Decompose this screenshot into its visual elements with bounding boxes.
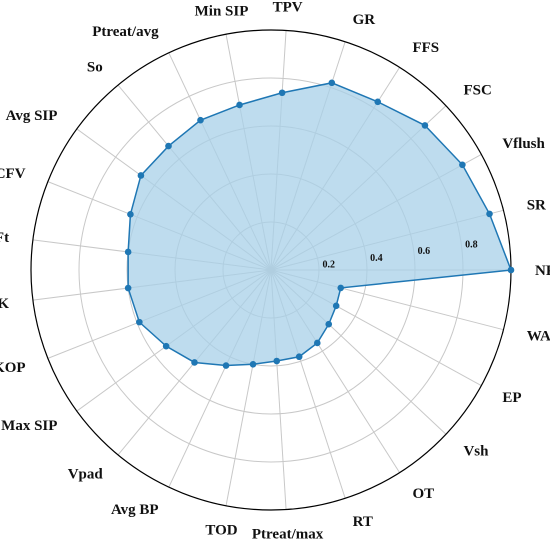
- axis-label-ffs: FFS: [412, 40, 439, 56]
- tick-label-0-2: 0.2: [323, 259, 336, 270]
- data-point-tcfv: [127, 211, 134, 218]
- data-point-ep: [332, 302, 340, 310]
- data-point-npt: [507, 266, 515, 274]
- data-point-kop: [136, 318, 143, 326]
- axis-label-vpad: Vpad: [68, 466, 104, 482]
- axis-label-tcfv: TCFV: [0, 166, 26, 182]
- data-point-tod: [249, 360, 257, 368]
- data-point-gr: [328, 79, 336, 87]
- axis-label-so: So: [87, 60, 103, 76]
- radar-series: [124, 79, 515, 369]
- axis-label-max-sip: Max SIP: [1, 418, 57, 434]
- data-point-so: [165, 142, 172, 150]
- data-point-ot: [313, 339, 321, 347]
- axis-label-min-sip: Min SIP: [195, 4, 249, 20]
- data-point-max-sip: [162, 342, 170, 350]
- data-point-fsc: [421, 122, 429, 129]
- series-area: [127, 82, 513, 367]
- axis-label-vsh: Vsh: [463, 444, 489, 460]
- data-point-rt: [295, 353, 303, 361]
- axis-label-gr: GR: [353, 12, 376, 28]
- axis-label-ot: OT: [412, 486, 434, 502]
- tick-label-0-4: 0.4: [370, 253, 383, 264]
- radial-tick-labels: 0.2 0.4 0.6 0.8: [323, 240, 478, 271]
- data-point-ffs: [374, 98, 382, 106]
- data-point-vpad: [191, 359, 198, 366]
- axis-label-rt: RT: [353, 514, 373, 530]
- data-point-min-sip: [236, 101, 243, 109]
- data-point-ptreat-avg: [197, 116, 204, 124]
- axis-label-sr: SR: [527, 197, 546, 213]
- tick-label-0-6: 0.6: [418, 246, 431, 257]
- axis-label-ep: EP: [502, 390, 521, 406]
- data-point-ft: [124, 248, 132, 256]
- axis-label-waz: WAZ: [527, 329, 550, 345]
- data-point-sr: [486, 210, 493, 218]
- data-point-avg-bp: [222, 362, 230, 369]
- data-point-k: [124, 284, 132, 292]
- axis-label-ft: Ft: [0, 230, 9, 246]
- tick-label-0-8: 0.8: [465, 240, 478, 251]
- axis-label-ptreat-avg: Ptreat/avg: [92, 24, 159, 40]
- data-point-vflush: [459, 161, 466, 169]
- axis-label-vflush: Vflush: [502, 136, 545, 152]
- axis-label-tod: TOD: [205, 522, 237, 538]
- axis-label-avg-sip: Avg SIP: [6, 108, 58, 124]
- axis-label-npt: NPT: [535, 263, 550, 279]
- axis-label-avg-bp: Avg BP: [111, 502, 159, 518]
- data-point-waz: [337, 284, 345, 292]
- data-point-avg-sip: [137, 172, 145, 179]
- axis-label-ptreat-max: Ptreat/max: [252, 526, 324, 541]
- axis-label-tpv: TPV: [273, 0, 303, 16]
- axis-label-kop: KOP: [0, 360, 26, 376]
- axis-label-fsc: FSC: [463, 82, 491, 98]
- data-point-tpv: [278, 89, 286, 97]
- data-point-ptreat-max: [273, 357, 281, 365]
- data-point-vsh: [325, 320, 333, 328]
- axis-label-k: K: [0, 296, 9, 312]
